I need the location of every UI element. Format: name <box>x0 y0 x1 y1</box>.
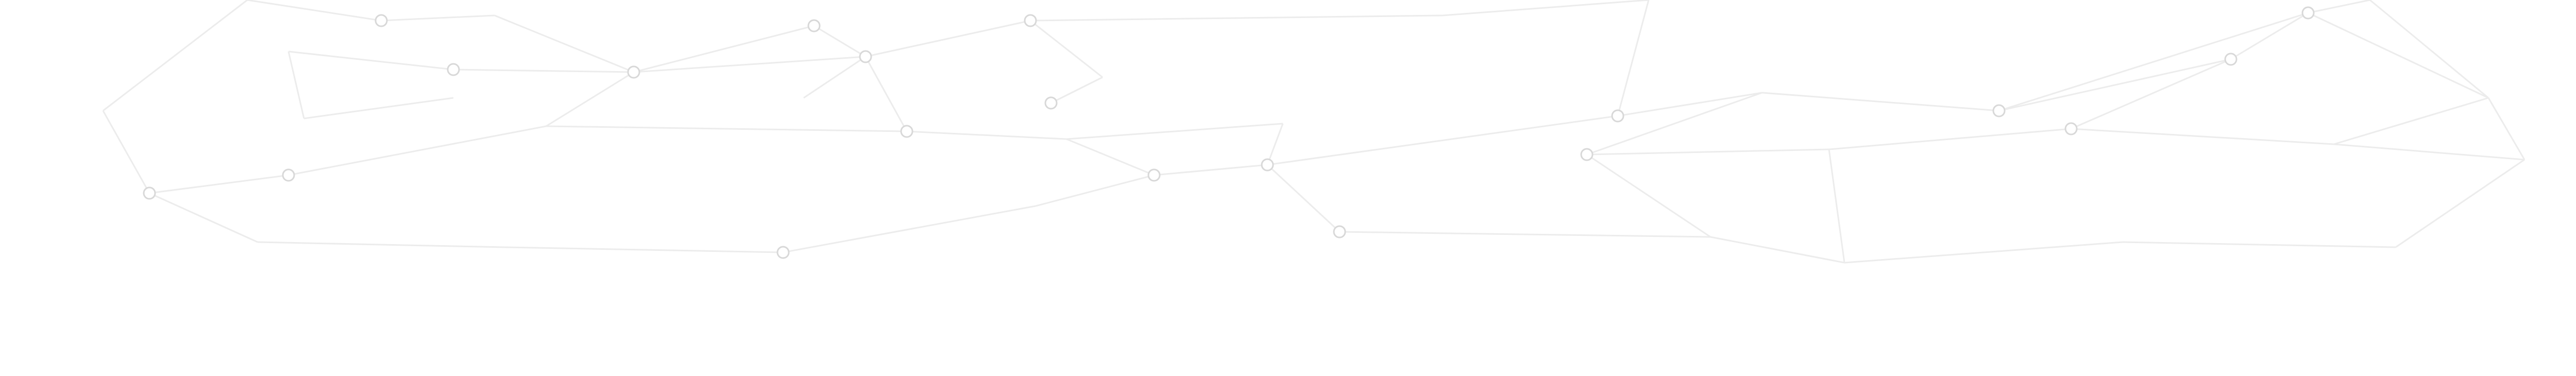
network-edge-35 <box>546 125 907 132</box>
network-edge-45 <box>2487 97 2526 160</box>
network-edge-33 <box>149 192 258 243</box>
network-edge-47 <box>504 246 784 253</box>
network-edge-8 <box>1030 14 1443 22</box>
network-edge-23 <box>1066 123 1283 140</box>
network-edge-52 <box>1586 153 1711 238</box>
network-edge-28 <box>2071 58 2231 130</box>
network-edge-6 <box>865 20 1031 58</box>
network-edge-1 <box>247 0 382 22</box>
network-edge-48 <box>783 205 1036 253</box>
network-node-9 <box>2224 53 2238 66</box>
network-edge-7 <box>1030 20 1103 78</box>
network-node-10 <box>1044 96 1058 110</box>
network-edge-34 <box>288 125 547 176</box>
network-edge-4 <box>633 25 815 73</box>
network-node-8 <box>1992 104 2006 117</box>
network-node-12 <box>282 168 295 182</box>
network-edge-22 <box>1050 76 1103 104</box>
network-edge-9 <box>1442 0 1649 16</box>
network-node-3 <box>2301 6 2315 20</box>
network-edge-27 <box>1998 58 2231 112</box>
network-node-7 <box>1611 109 1624 123</box>
network-edge-16 <box>288 50 454 71</box>
network-edge-56 <box>2122 241 2396 248</box>
network-node-16 <box>1580 148 1594 161</box>
network-edge-39 <box>1266 123 1284 165</box>
network-edge-38 <box>1154 164 1268 176</box>
network-edge-57 <box>2395 159 2525 248</box>
network-node-13 <box>900 125 913 138</box>
network-edge-54 <box>1828 149 1845 263</box>
network-edge-51 <box>1339 231 1711 238</box>
network-edge-58 <box>546 71 634 127</box>
network-node-15 <box>1261 158 1274 172</box>
network-edge-12 <box>1998 12 2309 112</box>
network-edge-43 <box>2071 128 2334 145</box>
network-edge-18 <box>287 51 305 119</box>
network-node-6 <box>859 50 872 63</box>
network-edge-55 <box>1844 241 2123 264</box>
network-edge-20 <box>865 56 908 132</box>
network-node-17 <box>2064 122 2078 135</box>
network-edge-10 <box>1617 0 1650 116</box>
network-edge-37 <box>1066 138 1155 176</box>
network-edge-29 <box>2333 97 2489 145</box>
network-edge-31 <box>102 110 150 194</box>
network-node-5 <box>627 65 640 79</box>
network-edge-26 <box>1761 92 1999 112</box>
network-edge-19 <box>633 56 866 73</box>
network-node-14 <box>1147 168 1161 182</box>
network-node-11 <box>143 186 156 200</box>
network-edge-11 <box>2308 0 2370 14</box>
network-edge-25 <box>1586 92 1762 156</box>
network-edge-5 <box>814 25 866 58</box>
network-edge-15 <box>2369 0 2489 99</box>
network-edge-40 <box>1267 115 1618 166</box>
network-edge-13 <box>2230 12 2309 60</box>
network-edge-14 <box>2308 12 2489 99</box>
network-edge-21 <box>803 56 866 99</box>
network-node-4 <box>447 63 460 76</box>
network-node-2 <box>1024 14 1037 27</box>
network-edge-49 <box>1035 174 1155 207</box>
network-edge-36 <box>906 130 1067 140</box>
network-edge-32 <box>149 174 289 194</box>
network-edge-41 <box>1586 148 1829 156</box>
network-node-19 <box>1333 225 1346 238</box>
network-edge-3 <box>494 14 634 73</box>
network-edge-17 <box>453 69 634 73</box>
network-node-18 <box>776 246 790 259</box>
network-node-1 <box>807 19 821 32</box>
network-edge-42 <box>1828 128 2072 150</box>
network-edge-30 <box>303 97 454 119</box>
network-edge-53 <box>1710 236 1845 264</box>
network-edge-2 <box>381 14 495 22</box>
network-node-0 <box>375 14 388 27</box>
network-edge-46 <box>257 241 505 248</box>
network-edge-0 <box>103 0 248 112</box>
network-edge-24 <box>1617 92 1762 117</box>
network-edge-44 <box>2333 143 2525 161</box>
network-edge-50 <box>1266 164 1341 233</box>
